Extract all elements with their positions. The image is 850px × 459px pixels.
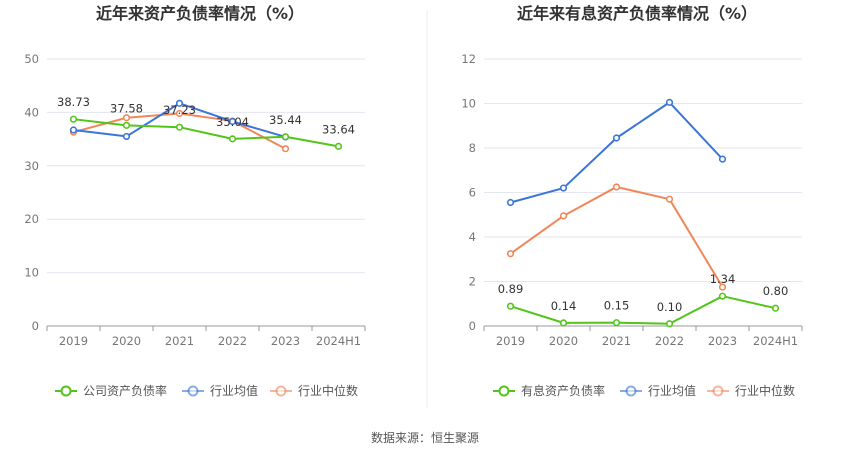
legend-item-1[interactable]: 行业均值 (620, 383, 696, 398)
x-tick-label: 2023 (271, 334, 300, 348)
data-point (334, 142, 343, 150)
data-label: 37.58 (110, 101, 143, 115)
legend-marker (275, 385, 287, 397)
legend-marker (60, 385, 72, 397)
legend-item-0[interactable]: 有息资产负债率 (493, 383, 605, 398)
data-point (69, 115, 78, 123)
y-tick-label: 6 (469, 186, 476, 200)
data-point (175, 99, 184, 107)
y-tick-label: 40 (24, 105, 39, 119)
data-label: 0.15 (604, 299, 630, 313)
data-point (559, 184, 568, 192)
data-label: 1.34 (710, 272, 736, 286)
debt-ratio-chart: 近年来资产负债率情况（%） 0 10 20 30 40 50 2019 2020 2021 2022… (24, 4, 366, 398)
chart-title: 近年来资产负债率情况（%） (96, 4, 304, 23)
x-tick-label: 2020 (549, 334, 578, 348)
legend-label: 行业均值 (648, 383, 696, 398)
x-tick-label: 2022 (655, 334, 684, 348)
legend-marker (712, 385, 724, 397)
data-point (228, 135, 237, 143)
data-point (612, 319, 621, 327)
series-line-2 (73, 112, 286, 150)
data-point (559, 212, 568, 220)
data-point (718, 155, 727, 163)
legend-label: 行业中位数 (298, 383, 358, 398)
data-label: 37.23 (163, 103, 196, 117)
data-point (506, 198, 515, 207)
legend-marker (625, 385, 637, 397)
y-tick-label: 20 (24, 212, 39, 226)
data-point (281, 145, 290, 153)
legend-label: 有息资产负债率 (521, 383, 605, 398)
data-point (175, 109, 184, 118)
data-point (122, 121, 131, 129)
data-point (175, 123, 184, 131)
data-label: 38.73 (57, 95, 90, 109)
legend-label: 行业中位数 (735, 383, 795, 398)
y-tick-label: 30 (24, 159, 39, 173)
legend-item-1[interactable]: 行业均值 (182, 383, 258, 398)
y-tick-label: 10 (24, 266, 39, 280)
x-tick-label: 2022 (218, 334, 247, 348)
chart-title: 近年来有息资产负债率情况（%） (517, 4, 757, 23)
data-point (718, 283, 727, 291)
data-label: 35.44 (269, 113, 302, 127)
x-tick-label: 2024H1 (753, 334, 798, 348)
data-point (665, 320, 674, 328)
legend-item-2[interactable]: 行业中位数 (707, 383, 795, 398)
legend-marker (498, 385, 510, 397)
y-tick-label: 0 (469, 319, 476, 333)
series-line-0 (73, 118, 339, 148)
data-point (665, 195, 674, 203)
data-point (771, 304, 780, 312)
y-tick-label: 2 (469, 275, 476, 289)
data-label: 33.64 (322, 122, 355, 136)
x-tick-label: 2020 (112, 334, 141, 348)
data-point (506, 302, 515, 310)
legend-label: 行业均值 (210, 383, 258, 398)
data-point (281, 133, 290, 141)
legend-item-0[interactable]: 公司资产负债率 (55, 383, 167, 398)
x-tick-label: 2023 (708, 334, 737, 348)
y-tick-label: 10 (461, 97, 476, 111)
data-label: 0.10 (657, 300, 683, 314)
series-line-0 (510, 295, 776, 325)
x-tick-label: 2021 (165, 334, 194, 348)
data-label: 35.04 (216, 115, 249, 129)
data-point (718, 292, 727, 300)
y-tick-label: 50 (24, 52, 39, 66)
x-tick-label: 2019 (496, 334, 525, 348)
y-tick-label: 8 (469, 141, 476, 155)
data-point (506, 250, 515, 258)
y-tick-label: 12 (461, 52, 476, 66)
data-point (69, 126, 78, 134)
data-label: 0.80 (763, 284, 789, 298)
data-point (612, 134, 621, 142)
data-label: 0.14 (551, 299, 577, 313)
legend-marker (187, 385, 199, 397)
legend-label: 公司资产负债率 (83, 383, 167, 398)
data-point (612, 183, 621, 191)
data-point (122, 114, 131, 122)
interest-debt-ratio-chart: 近年来有息资产负债率情况（%） 0 2 4 6 8 10 12 2019 2020 2021 2022… (461, 4, 803, 398)
data-label: 0.89 (498, 282, 524, 296)
data-point (122, 132, 131, 141)
x-tick-label: 2019 (59, 334, 88, 348)
y-tick-label: 0 (32, 319, 39, 333)
legend-item-2[interactable]: 行业中位数 (270, 383, 358, 398)
data-point (665, 98, 674, 106)
x-tick-label: 2021 (602, 334, 631, 348)
x-tick-label: 2024H1 (316, 334, 361, 348)
y-tick-label: 4 (469, 230, 476, 244)
data-point (228, 117, 237, 126)
data-point (559, 319, 568, 327)
data-source-note: 数据来源：恒生聚源 (371, 430, 479, 445)
